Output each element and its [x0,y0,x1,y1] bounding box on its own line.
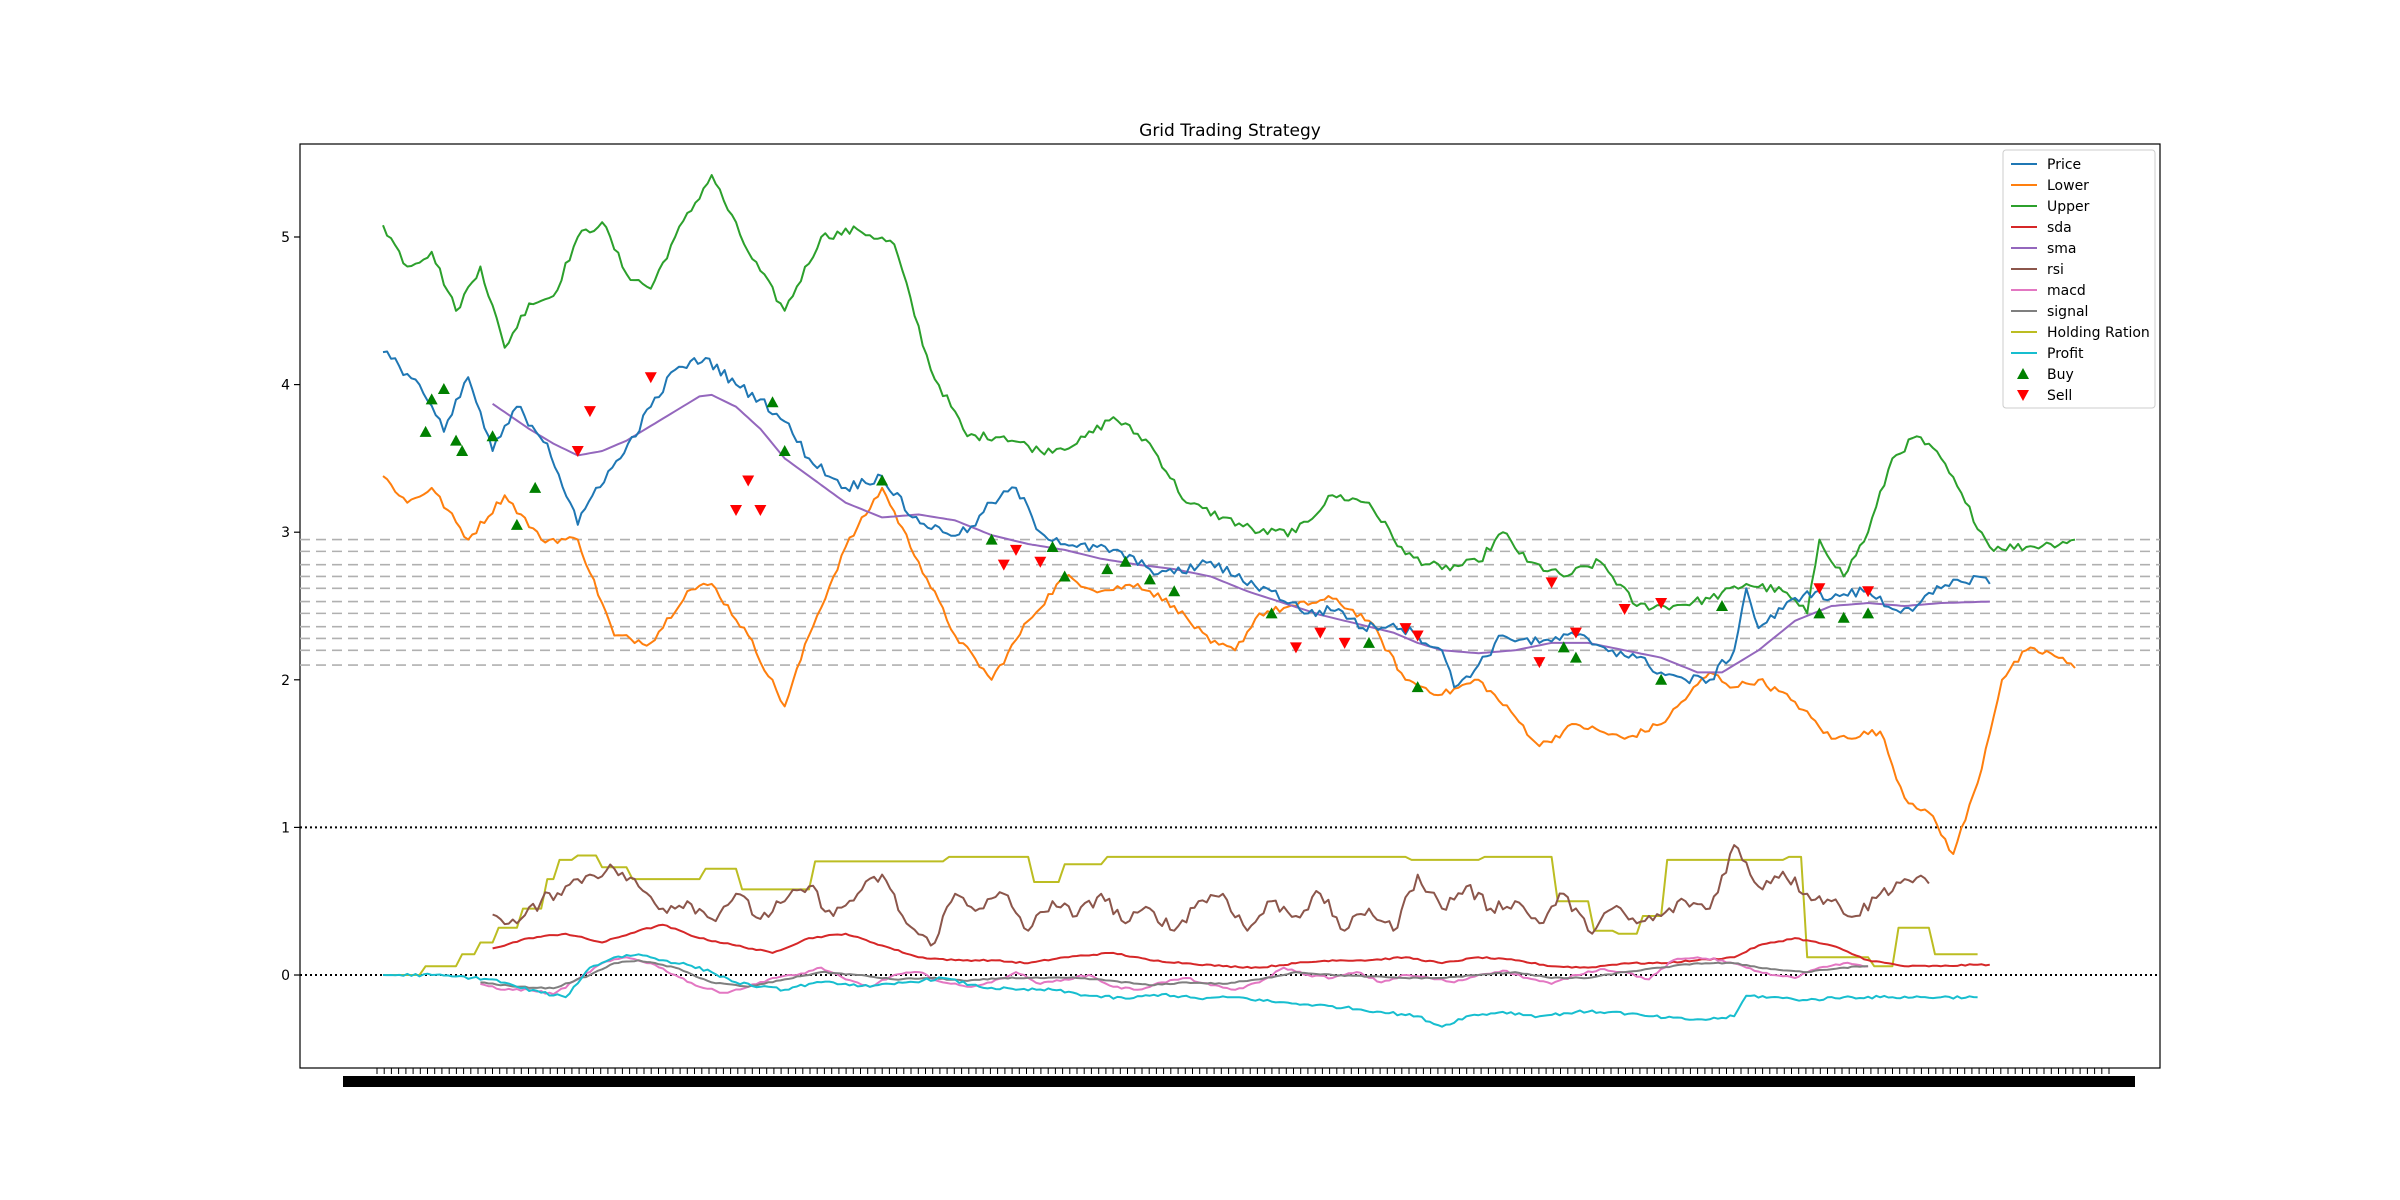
legend-label: Sell [2047,388,2072,404]
y-tick-label: 5 [281,230,290,246]
sell-marker [1034,556,1047,568]
sell-marker [730,505,743,517]
legend-label: signal [2047,304,2088,320]
reference-lines [300,826,2160,977]
legend: Price Lower Upper sda sma rsi macd signal Holdin… [2002,149,2156,409]
sell-marker [1862,586,1875,598]
series-rsi-line [492,844,1930,947]
sell-marker [1533,657,1546,669]
buy-marker [486,430,499,442]
series-macd-line [480,956,1869,996]
buy-marker [1862,607,1875,619]
sell-marker [1338,637,1351,649]
sell-marker [644,372,657,384]
y-tick-label: 4 [281,378,290,394]
legend-label: sma [2047,241,2077,257]
buy-marker [1362,636,1375,648]
buy-marker [1813,607,1826,619]
series-lower-line [382,475,2076,855]
legend-sell-marker [2017,390,2029,401]
trade-markers [419,372,1875,693]
buy-marker [456,445,469,457]
buy-marker [766,396,779,408]
legend-label: Profit [2047,346,2084,362]
sell-marker [1399,623,1412,635]
sell-marker [1411,630,1424,642]
buy-marker [1058,570,1071,582]
x-axis [343,1068,2135,1087]
buy-marker [1837,611,1850,623]
sell-marker [1618,603,1631,615]
chart-title: Grid Trading Strategy [1139,121,1321,141]
sell-marker [1314,627,1327,639]
x-ticks [376,1068,2110,1074]
buy-marker [1046,540,1059,552]
sell-marker [742,475,755,487]
buy-marker [1655,673,1668,685]
sell-marker [997,559,1010,571]
buy-marker [450,434,463,446]
legend-label: Buy [2047,367,2074,383]
x-tick-labels-overlap [343,1076,2135,1087]
series-price-line [382,350,1991,689]
series-profit-line [382,953,1978,1028]
buy-marker [510,518,523,530]
sell-marker [1813,583,1826,595]
plot-area [299,143,2161,1069]
y-tick-label: 1 [281,820,290,836]
legend-buy-marker [2017,368,2029,379]
buy-marker [876,474,889,486]
buy-marker [1265,607,1278,619]
buy-marker [1101,563,1114,575]
buy-marker [1119,555,1132,567]
buy-marker [1411,681,1424,693]
buy-marker [425,393,438,405]
sell-marker [754,505,767,517]
sell-marker [1569,627,1582,639]
sell-marker [1289,642,1302,654]
legend-label: Price [2047,157,2081,173]
buy-marker [1168,585,1181,597]
grid-levels [300,538,2160,666]
series-sma-line [492,393,1990,674]
sell-marker [583,406,596,418]
legend-label: Upper [2047,199,2090,215]
series-signal-line [480,959,1869,990]
buy-marker [1569,651,1582,663]
y-tick-label: 3 [281,525,290,541]
buy-marker [437,383,450,395]
y-axis: 0 1 2 3 4 5 [281,230,300,984]
buy-marker [1557,641,1570,653]
buy-marker [529,481,542,493]
series-sda-line [492,923,1990,969]
legend-label: macd [2047,283,2086,299]
buy-marker [985,533,998,545]
sell-marker [1545,577,1558,589]
series-layer [382,174,2076,1028]
sell-marker [1009,544,1022,556]
y-tick-label: 0 [281,968,290,984]
legend-label: rsi [2047,262,2064,278]
y-tick-label: 2 [281,673,290,689]
legend-label: Holding Ration [2047,325,2150,341]
sell-marker [571,446,584,458]
legend-box [2002,149,2156,409]
buy-marker [1715,600,1728,611]
legend-label: sda [2047,220,2072,236]
legend-label: Lower [2047,178,2089,194]
buy-marker [778,445,791,457]
sell-marker [1655,598,1668,610]
buy-marker [419,425,432,437]
buy-marker [1143,573,1156,585]
